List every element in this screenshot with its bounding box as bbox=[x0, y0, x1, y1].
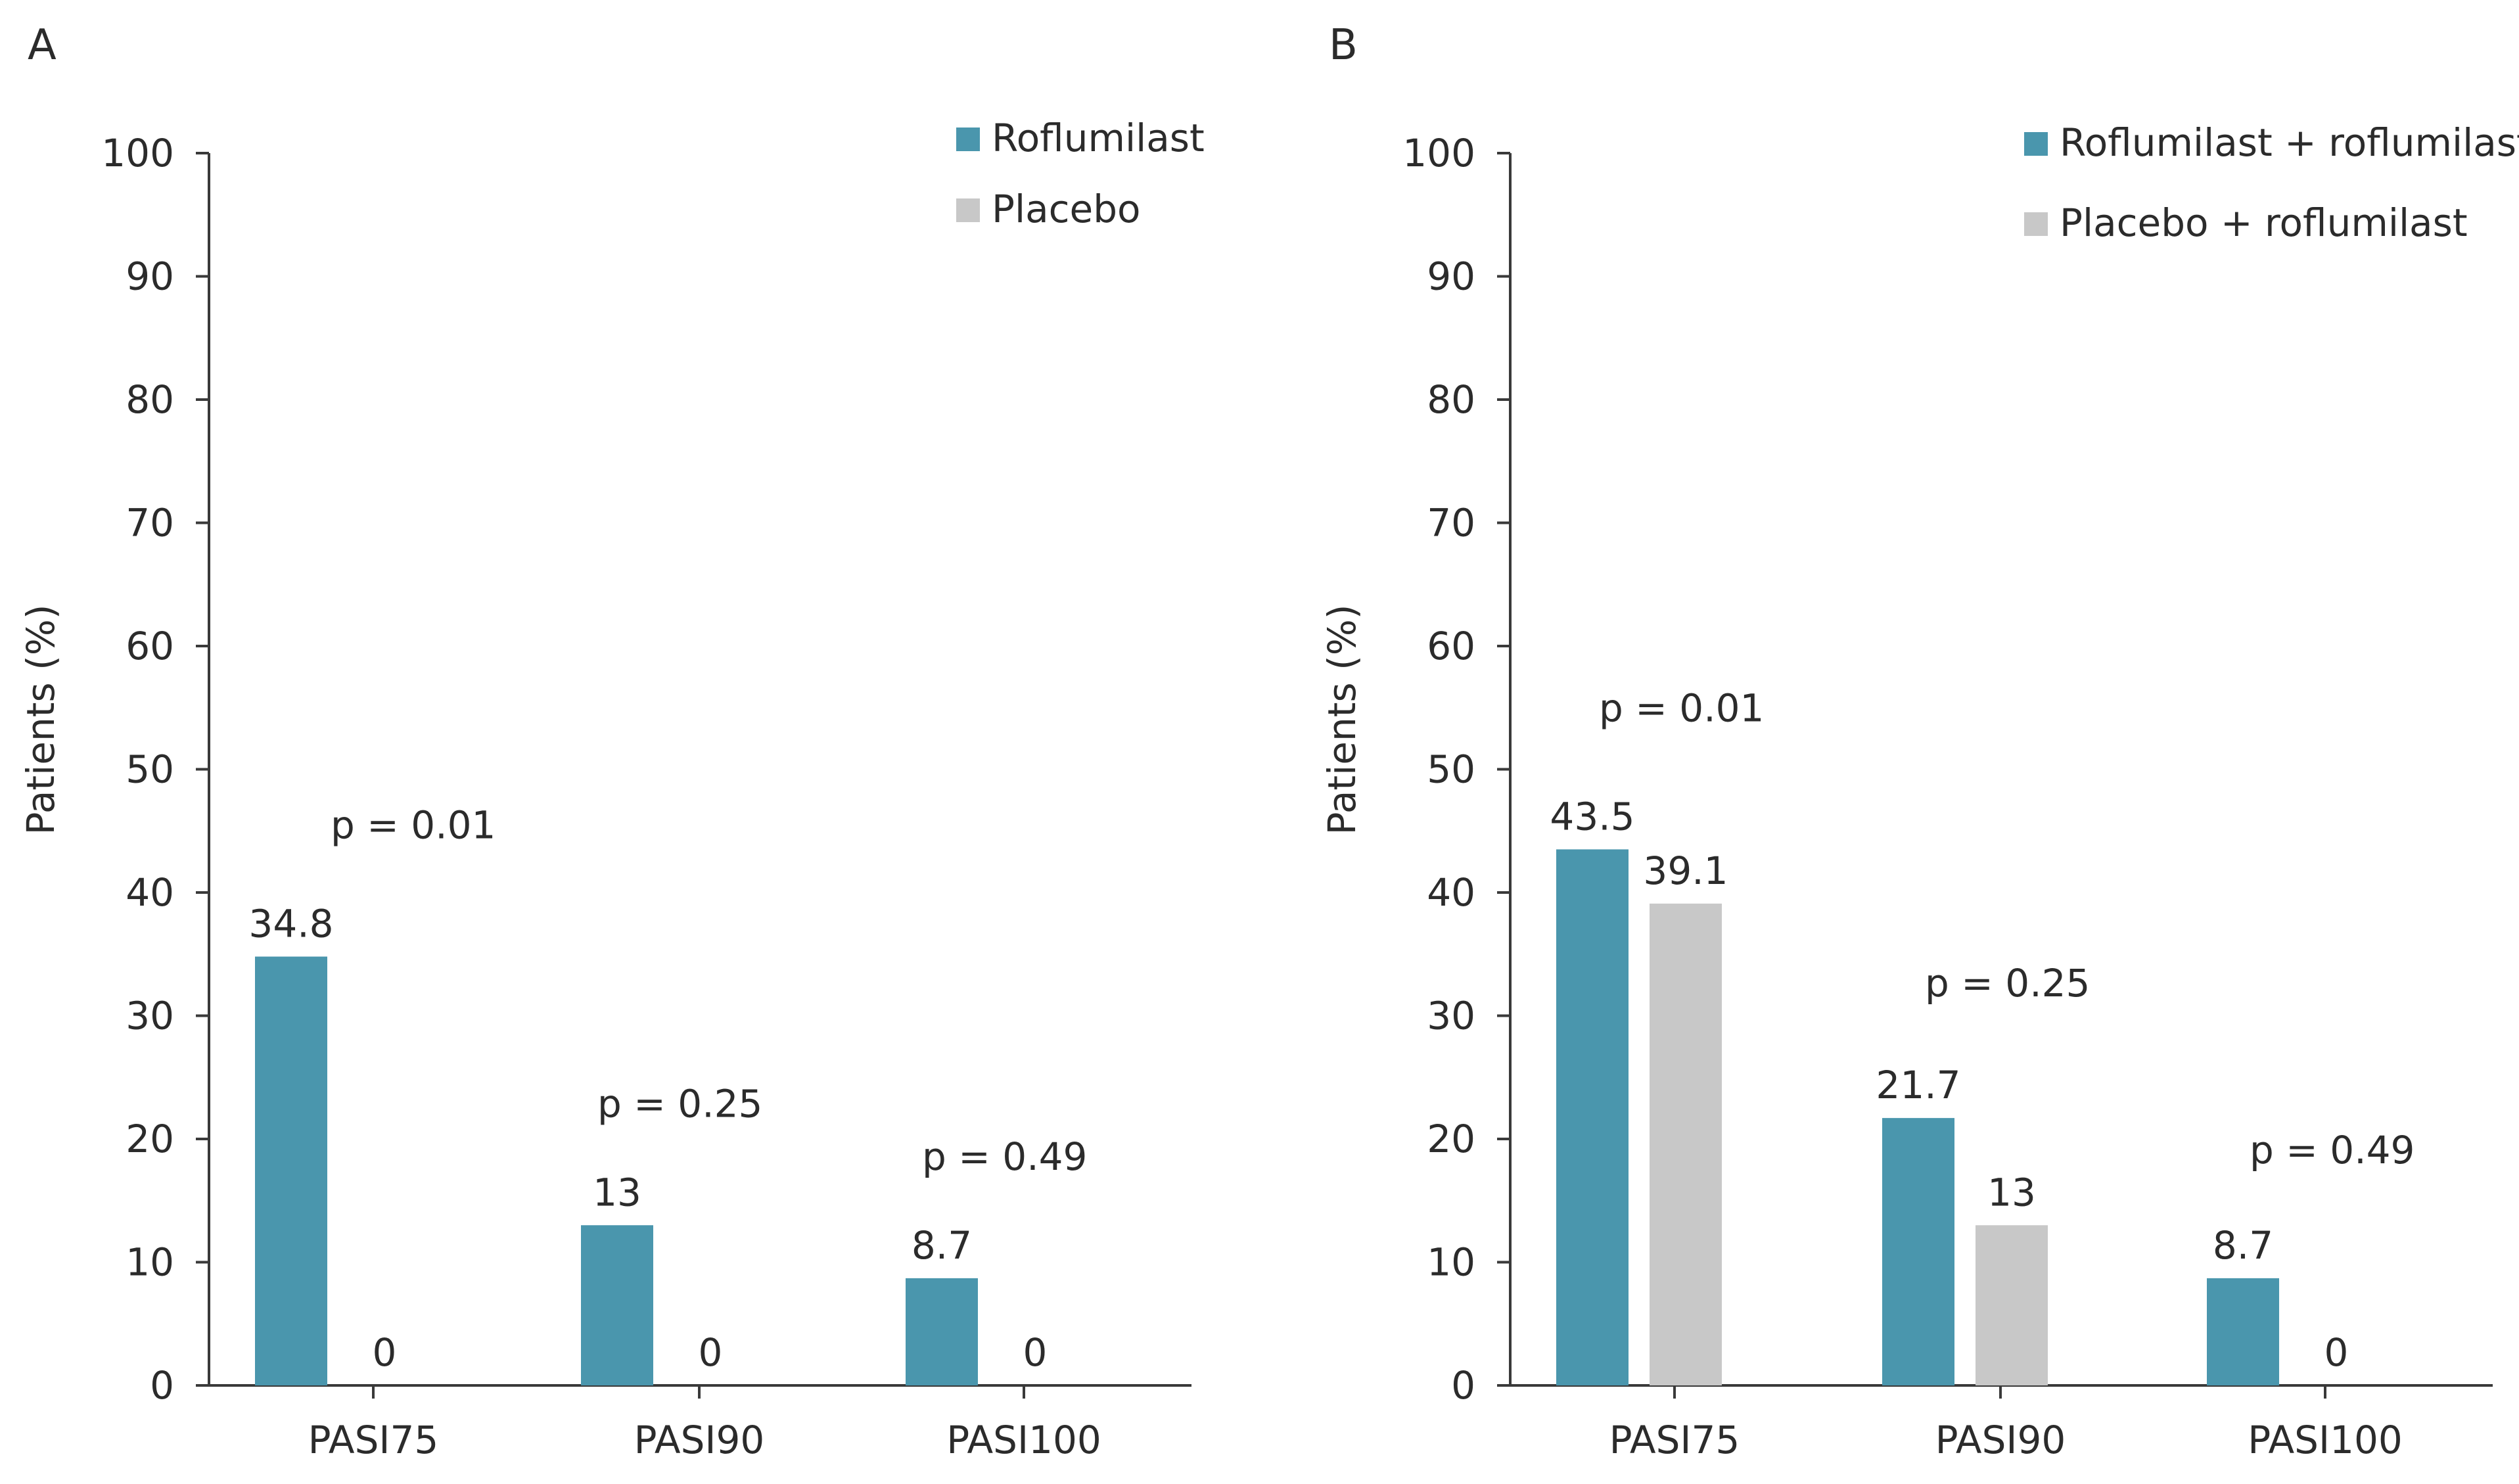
bar-a-pasi75-s0 bbox=[255, 956, 327, 1385]
bar-value-label-b: 39.1 bbox=[1643, 848, 1728, 893]
panel-b: B 0 10 20 30 40 50 60 70 80 90 100 Patients (%) 43.53… bbox=[1320, 21, 2519, 1462]
y-tick-label-a: 90 bbox=[126, 254, 174, 299]
y-tick-label-b: 30 bbox=[1427, 994, 1475, 1038]
bar-value-label-a: 34.8 bbox=[248, 902, 333, 946]
y-tick-label-a: 40 bbox=[126, 870, 174, 915]
y-tick-label-a: 100 bbox=[101, 131, 174, 175]
x-category-label-b: PASI75 bbox=[1609, 1418, 1740, 1462]
y-tick-label-a: 80 bbox=[126, 377, 174, 422]
y-tick-label-a: 50 bbox=[126, 747, 174, 792]
bar-b-pasi90-s0 bbox=[1882, 1118, 1954, 1385]
bar-value-label-a: 0 bbox=[699, 1330, 723, 1375]
bar-b-pasi75-s0 bbox=[1556, 849, 1629, 1385]
y-tick-label-b: 70 bbox=[1427, 501, 1475, 545]
p-value-label-b: p = 0.25 bbox=[1925, 961, 2090, 1006]
legend-label-a-s1: Placebo bbox=[992, 187, 1141, 231]
p-value-label-a: p = 0.49 bbox=[922, 1134, 1087, 1179]
p-value-label-b: p = 0.01 bbox=[1599, 685, 1764, 730]
y-tick-label-b: 80 bbox=[1427, 377, 1475, 422]
y-tick-label-b: 40 bbox=[1427, 870, 1475, 915]
legend-swatch-b-s0 bbox=[2024, 132, 2048, 156]
y-tick-label-a: 60 bbox=[126, 624, 174, 668]
panel-a: A 0 10 20 30 40 50 60 70 80 90 100 Patients (%) 34.8 0… bbox=[18, 21, 1205, 1462]
y-tick-label-b: 50 bbox=[1427, 747, 1475, 792]
y-axis-title-b: Patients (%) bbox=[1320, 605, 1364, 835]
x-category-label-b: PASI90 bbox=[1935, 1418, 2066, 1462]
legend-label-b-s1: Placebo + roflumilast bbox=[2060, 200, 2468, 245]
bar-b-pasi90-s1 bbox=[1976, 1225, 2048, 1385]
x-category-label-a: PASI100 bbox=[946, 1418, 1101, 1462]
y-tick-label-b: 0 bbox=[1451, 1363, 1475, 1408]
bar-b-pasi75-s1 bbox=[1650, 903, 1722, 1385]
x-category-label-a: PASI90 bbox=[634, 1418, 765, 1462]
legend-swatch-a-s1 bbox=[956, 198, 980, 222]
bar-value-label-b: 21.7 bbox=[1876, 1063, 1960, 1107]
bar-value-label-b: 0 bbox=[2324, 1330, 2349, 1375]
y-tick-label-b: 60 bbox=[1427, 624, 1475, 668]
bar-b-pasi100-s0 bbox=[2207, 1278, 2279, 1385]
x-category-label-b: PASI100 bbox=[2248, 1418, 2403, 1462]
p-value-label-a: p = 0.01 bbox=[331, 803, 496, 848]
bar-value-label-b: 8.7 bbox=[2213, 1223, 2273, 1268]
bar-a-pasi100-s0 bbox=[906, 1278, 978, 1385]
panel-label-b: B bbox=[1329, 21, 1358, 70]
y-axis-title-a: Patients (%) bbox=[18, 605, 63, 835]
x-category-label-a: PASI75 bbox=[308, 1418, 439, 1462]
bar-a-pasi90-s0 bbox=[581, 1225, 653, 1385]
legend-label-a-s0: Roflumilast bbox=[992, 116, 1205, 160]
legend-swatch-b-s1 bbox=[2024, 212, 2048, 236]
y-tick-label-b: 10 bbox=[1427, 1240, 1475, 1285]
y-tick-label-a: 0 bbox=[150, 1363, 174, 1408]
y-tick-label-a: 70 bbox=[126, 501, 174, 545]
y-tick-label-a: 30 bbox=[126, 994, 174, 1038]
p-value-label-a: p = 0.25 bbox=[597, 1081, 762, 1126]
bar-value-label-b: 13 bbox=[1987, 1170, 2036, 1215]
bar-value-label-a: 0 bbox=[1023, 1330, 1048, 1375]
y-tick-label-a: 10 bbox=[126, 1240, 174, 1285]
panel-label-a: A bbox=[28, 21, 57, 70]
y-tick-label-b: 90 bbox=[1427, 254, 1475, 299]
y-tick-label-b: 100 bbox=[1402, 131, 1475, 175]
bar-value-label-b: 43.5 bbox=[1550, 794, 1634, 839]
p-value-label-b: p = 0.49 bbox=[2250, 1128, 2415, 1172]
bar-value-label-a: 0 bbox=[373, 1330, 397, 1375]
legend-label-b-s0: Roflumilast + roflumilast bbox=[2060, 120, 2519, 165]
bar-value-label-a: 8.7 bbox=[912, 1223, 972, 1268]
y-tick-label-b: 20 bbox=[1427, 1117, 1475, 1161]
y-tick-label-a: 20 bbox=[126, 1117, 174, 1161]
legend-swatch-a-s0 bbox=[956, 128, 980, 151]
bar-value-label-a: 13 bbox=[593, 1170, 641, 1215]
